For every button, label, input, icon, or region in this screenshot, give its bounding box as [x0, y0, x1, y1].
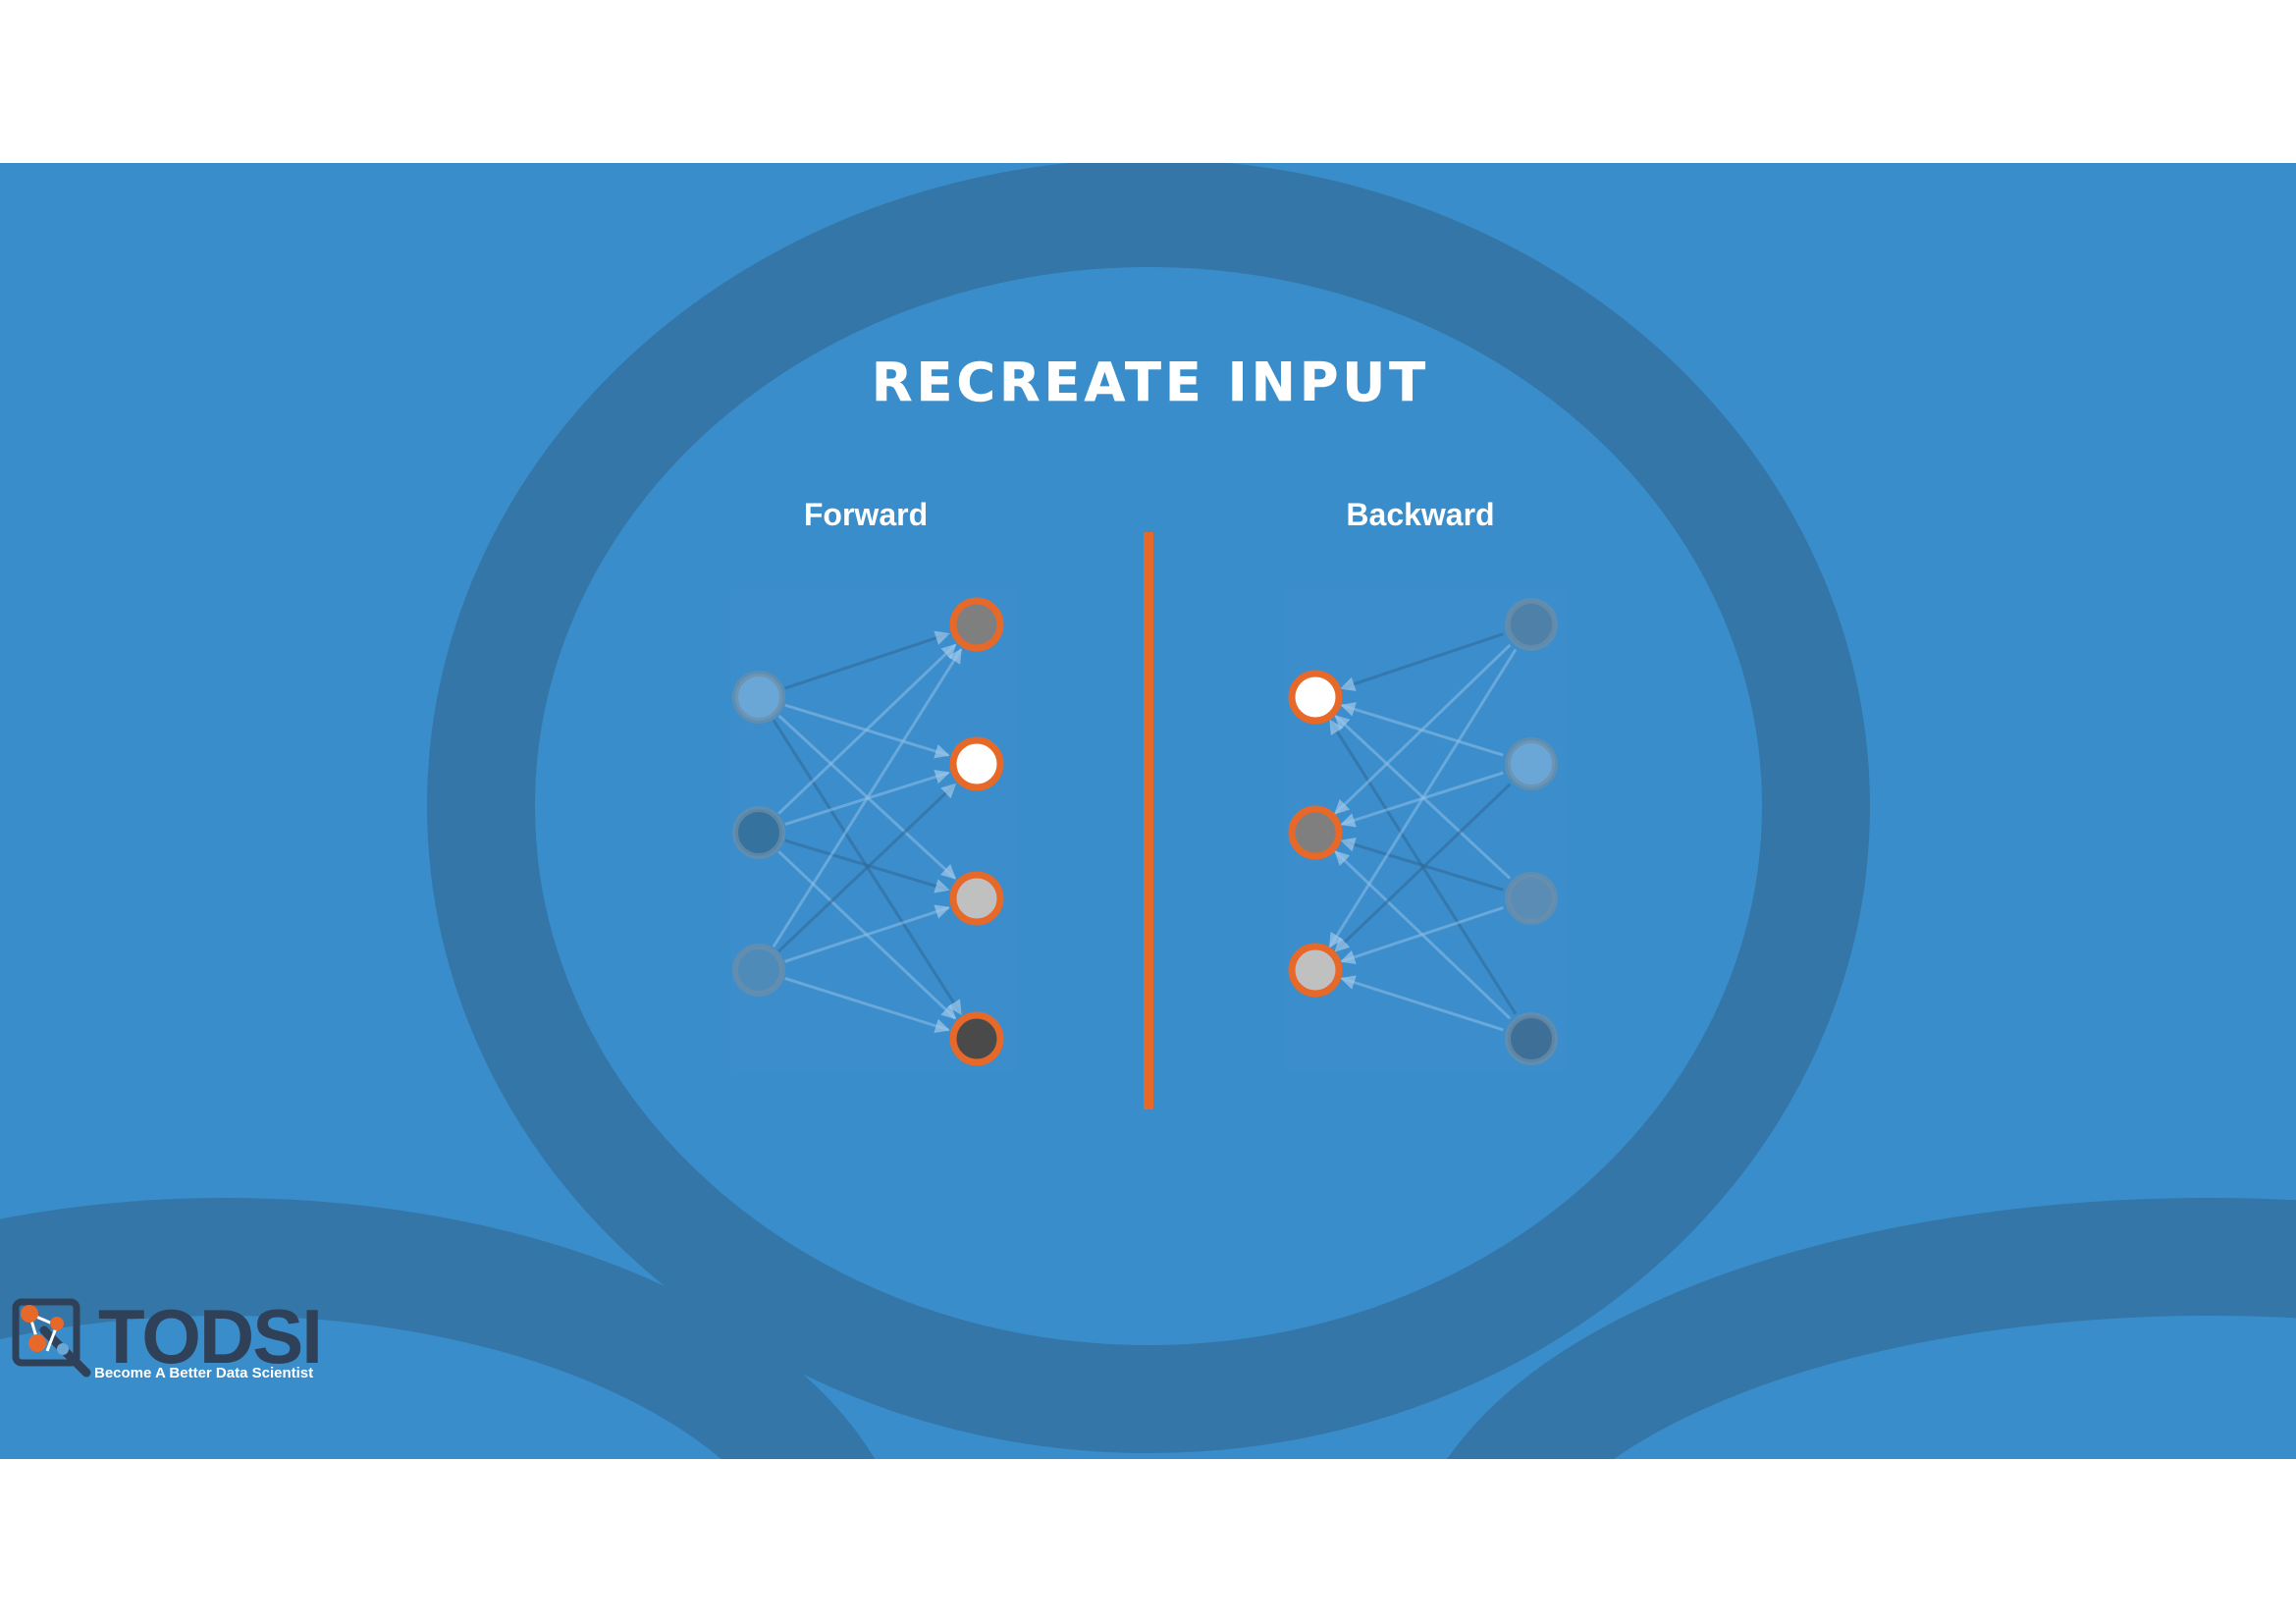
backward-edge-6	[1340, 837, 1504, 892]
forward-output-node-0	[949, 597, 1004, 652]
backward-edge-11	[1340, 975, 1504, 1032]
forward-input-node-0	[732, 671, 785, 724]
backward-edge-10	[1340, 905, 1504, 965]
backward-input-node-2	[1288, 943, 1343, 998]
forward-edge-8	[772, 648, 963, 948]
forward-edge-0	[784, 630, 950, 690]
bottom-left-arc	[0, 1198, 876, 1459]
forward-edge-11	[784, 976, 950, 1034]
forward-output-node-1	[949, 736, 1004, 791]
backward-output-node-2	[1505, 872, 1558, 925]
backward-nodes	[1288, 598, 1558, 1065]
forward-output-node-2	[949, 871, 1004, 926]
forward-nodes	[732, 597, 1004, 1066]
center-divider	[1144, 532, 1153, 1109]
todsi-logo: TODSI Become A Better Data Scientist	[12, 1293, 323, 1381]
backward-edge-9	[1334, 783, 1512, 952]
backward-label: Backward	[1346, 497, 1494, 532]
backward-output-node-3	[1505, 1012, 1558, 1065]
forward-edge-6	[784, 839, 950, 893]
logo-name: TODSI	[98, 1293, 321, 1380]
slide-title: RECREATE INPUT	[872, 352, 1429, 413]
logo-tagline: Become A Better Data Scientist	[94, 1365, 313, 1381]
backward-edge-0	[1340, 632, 1505, 691]
backward-edges	[1328, 632, 1518, 1032]
backward-network-diagram	[1286, 589, 1566, 1070]
logo-network-icon	[12, 1298, 91, 1378]
backward-edge-4	[1334, 643, 1512, 815]
forward-edge-10	[784, 904, 950, 963]
backward-output-node-0	[1505, 598, 1558, 651]
backward-output-node-1	[1505, 737, 1558, 790]
backward-edge-8	[1328, 648, 1518, 948]
backward-input-node-1	[1288, 805, 1343, 860]
forward-edges	[772, 630, 963, 1034]
forward-output-node-3	[949, 1011, 1004, 1066]
forward-edge-9	[777, 783, 957, 952]
center-ring	[427, 163, 1870, 1453]
forward-input-node-1	[732, 806, 785, 859]
forward-network-diagram	[731, 589, 1016, 1070]
backward-input-node-0	[1288, 670, 1343, 725]
forward-edge-4	[777, 643, 957, 815]
forward-label: Forward	[804, 497, 928, 532]
bottom-right-arc	[1447, 1198, 2296, 1459]
forward-input-node-2	[732, 944, 785, 997]
